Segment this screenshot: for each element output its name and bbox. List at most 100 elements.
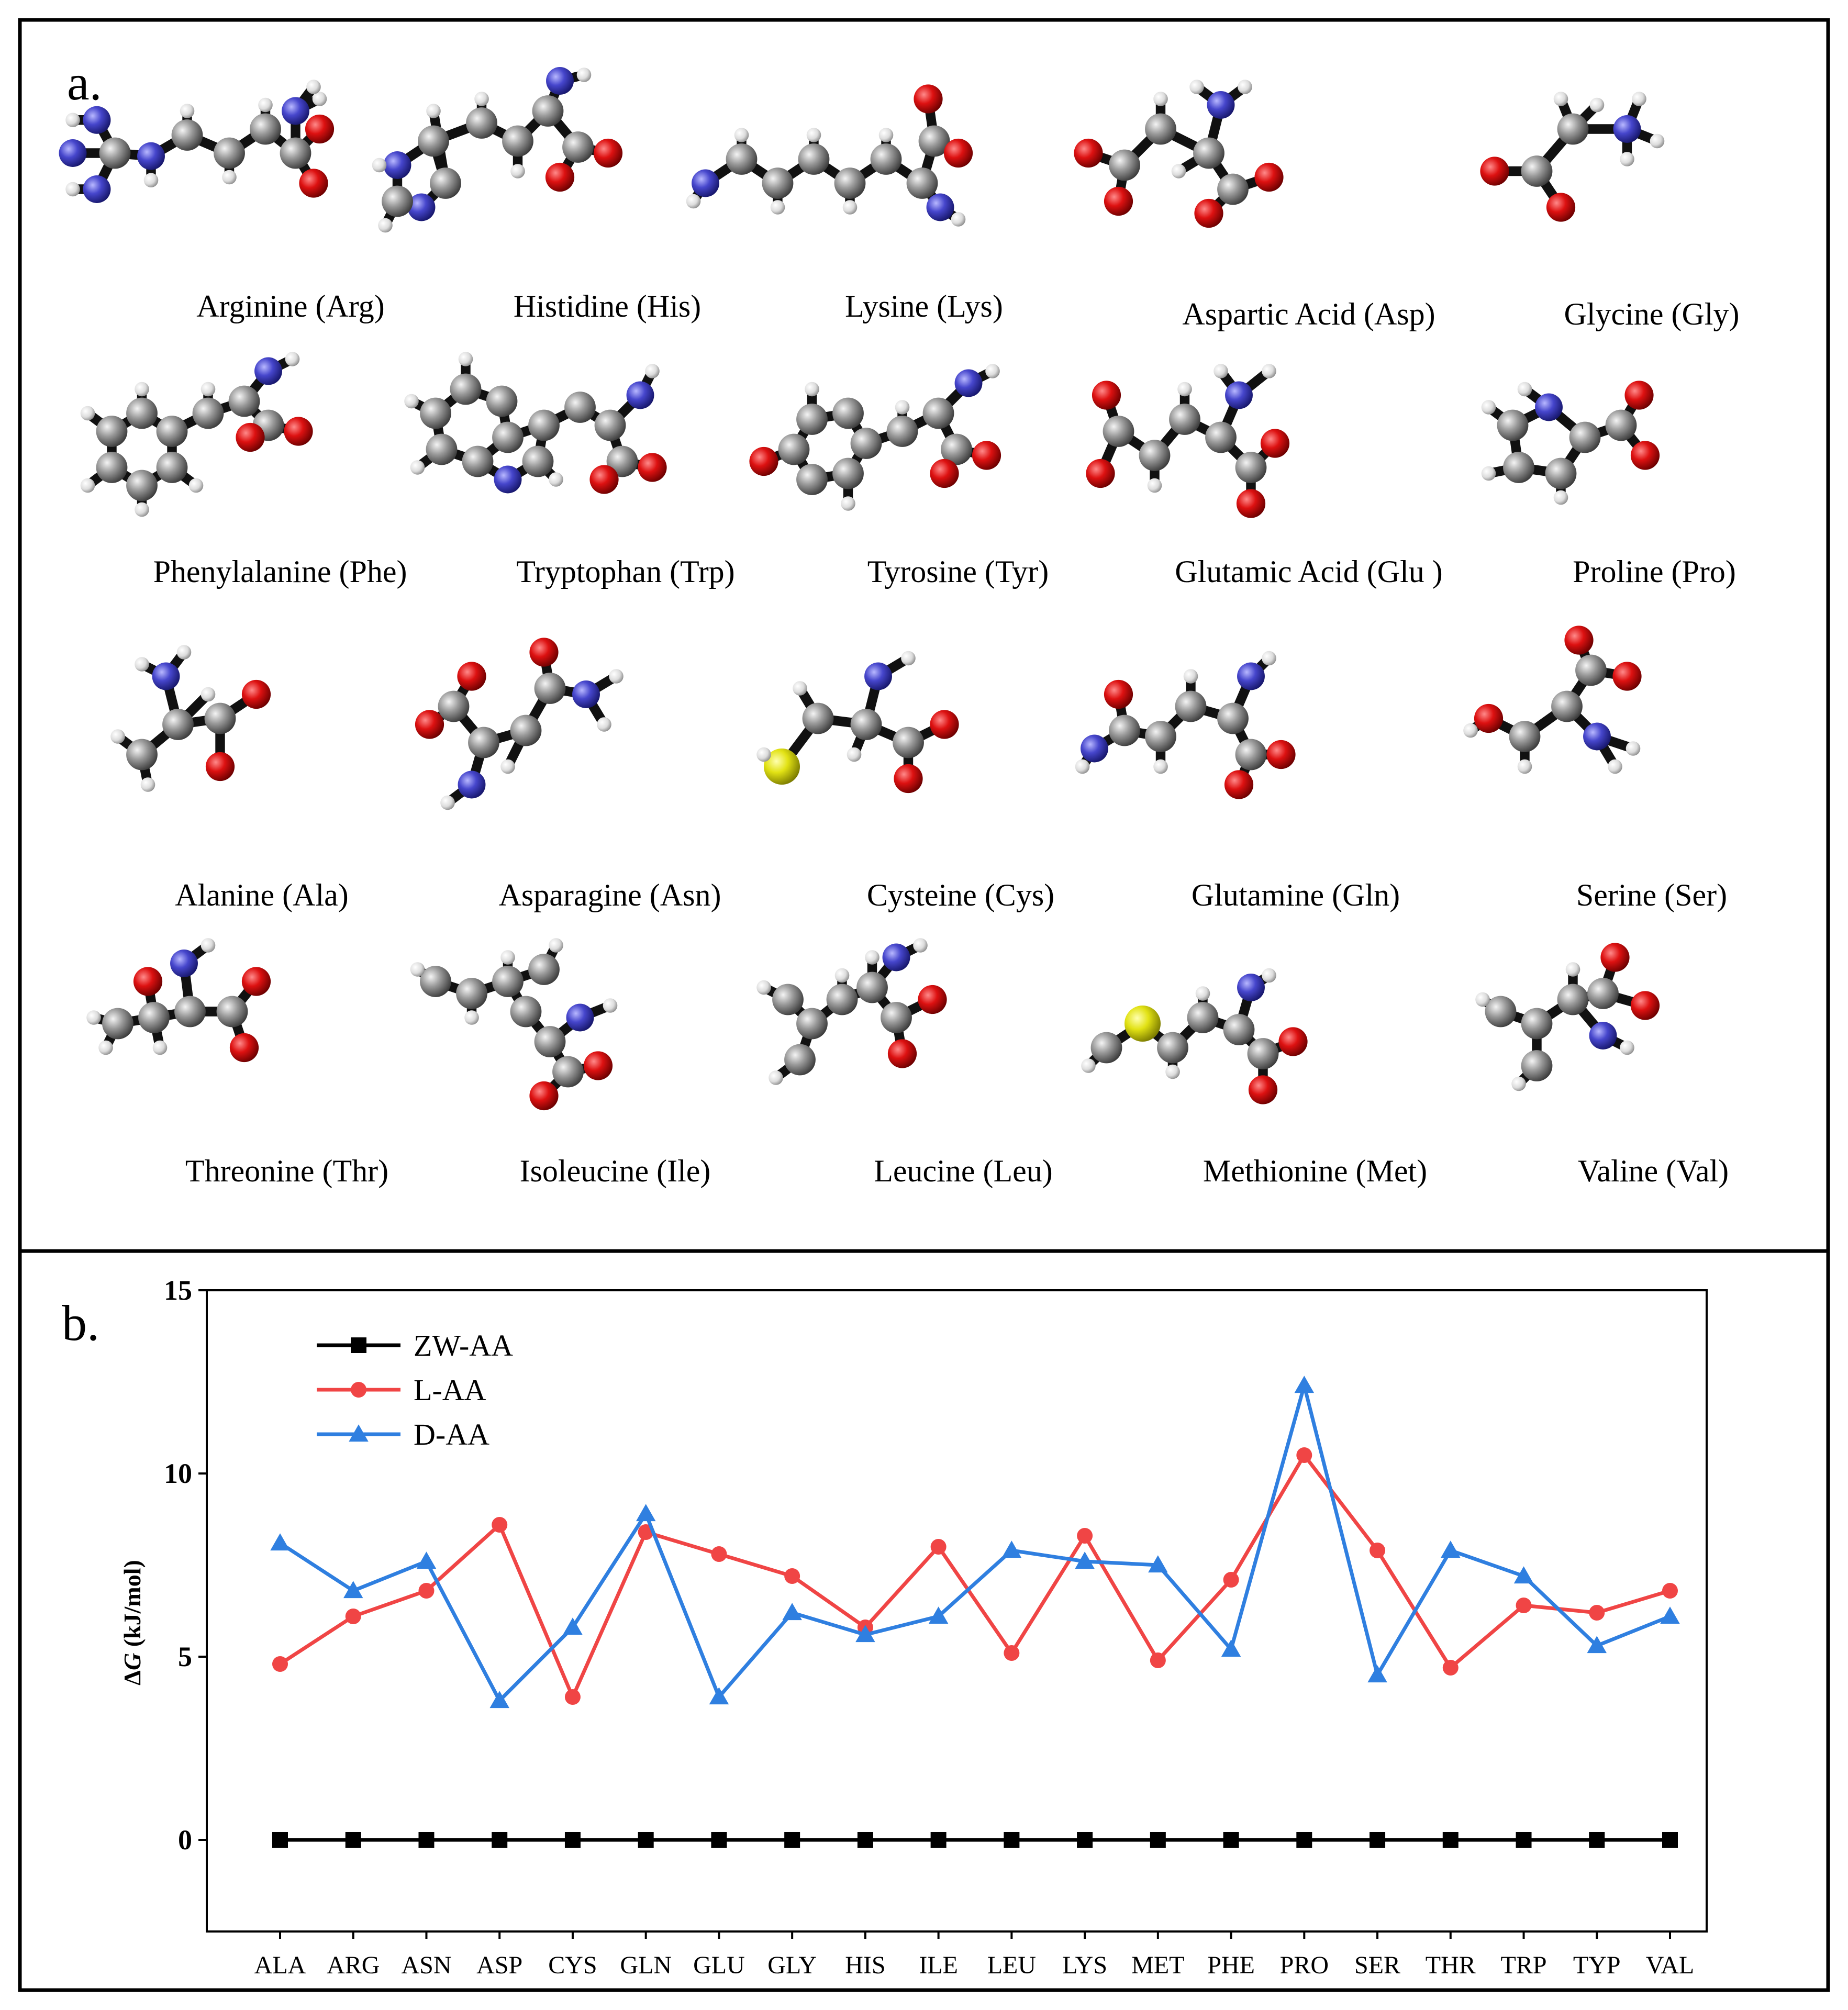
atom-C bbox=[1509, 721, 1541, 752]
atom-C bbox=[1521, 1050, 1553, 1081]
data-point bbox=[1075, 1551, 1095, 1569]
x-tick-label: GLY bbox=[767, 1951, 817, 1979]
legend-label: ZW-AA bbox=[414, 1328, 513, 1363]
atom-H bbox=[603, 998, 618, 1013]
molecule-model bbox=[59, 80, 335, 203]
molecule-label-asn: Asparagine (Asn) bbox=[499, 878, 721, 912]
atom-H bbox=[686, 194, 701, 209]
atom-H bbox=[865, 950, 880, 965]
atom-C bbox=[382, 185, 413, 217]
atom-C bbox=[192, 397, 224, 429]
data-point bbox=[1589, 1832, 1605, 1848]
atom-C bbox=[126, 470, 158, 501]
atom-C bbox=[1521, 155, 1553, 187]
data-point bbox=[351, 1382, 366, 1398]
atom-N bbox=[254, 357, 282, 385]
atom-C bbox=[534, 673, 566, 704]
atom-O bbox=[284, 417, 313, 446]
atom-C bbox=[798, 143, 830, 175]
data-point bbox=[784, 1568, 800, 1584]
x-tick-label: PHE bbox=[1207, 1951, 1255, 1979]
atom-O bbox=[457, 662, 486, 691]
atom-C bbox=[802, 702, 834, 734]
molecule-label-arg: Arginine (Arg) bbox=[196, 289, 384, 323]
atom-C bbox=[1109, 714, 1140, 746]
atom-C bbox=[204, 702, 236, 734]
molecule-grid bbox=[59, 67, 1665, 1111]
atom-N bbox=[1535, 393, 1563, 421]
atom-H bbox=[597, 717, 611, 732]
atom-H bbox=[80, 478, 95, 493]
atom-N bbox=[626, 381, 654, 409]
x-tick-label: CYS bbox=[548, 1951, 597, 1979]
molecule-model bbox=[80, 352, 313, 517]
legend: ZW-AA L-AA D-AA bbox=[317, 1328, 513, 1451]
atom-O bbox=[241, 967, 271, 996]
molecule-label-pro: Proline (Pro) bbox=[1573, 554, 1736, 589]
atom-C bbox=[772, 984, 804, 1015]
data-point bbox=[782, 1603, 802, 1621]
x-tick-label: TYP bbox=[1573, 1951, 1621, 1979]
atom-H bbox=[842, 200, 858, 215]
atom-C bbox=[893, 727, 924, 758]
atom-C bbox=[1247, 1038, 1279, 1069]
atom-H bbox=[645, 364, 660, 378]
atom-O bbox=[1612, 662, 1642, 691]
y-tick-label: 0 bbox=[178, 1824, 192, 1856]
atom-C bbox=[126, 739, 158, 770]
molecule-model bbox=[410, 938, 618, 1111]
data-point bbox=[349, 1424, 369, 1442]
atom-C bbox=[834, 168, 866, 199]
atom-C bbox=[522, 445, 554, 477]
series-line bbox=[279, 1383, 1671, 1703]
atom-H bbox=[188, 478, 204, 493]
atom-C bbox=[941, 433, 972, 465]
atom-C bbox=[492, 966, 524, 997]
data-point bbox=[1001, 1540, 1022, 1558]
molecule-model bbox=[415, 638, 624, 810]
atom-O bbox=[638, 453, 667, 482]
atom-N bbox=[170, 950, 198, 977]
atom-N bbox=[954, 369, 983, 397]
atom-H bbox=[426, 104, 441, 118]
atom-C bbox=[156, 452, 188, 483]
atom-C bbox=[1157, 1032, 1188, 1064]
atom-C bbox=[1587, 978, 1619, 1009]
atom-H bbox=[770, 200, 785, 215]
x-tick-label: TRP bbox=[1501, 1951, 1547, 1979]
atom-O bbox=[1086, 459, 1115, 488]
data-point bbox=[345, 1609, 361, 1624]
atom-H bbox=[410, 962, 425, 977]
atom-C bbox=[796, 404, 828, 435]
atom-H bbox=[258, 97, 273, 113]
atom-C bbox=[562, 131, 594, 163]
series-l-aa bbox=[272, 1447, 1678, 1705]
data-point bbox=[563, 1617, 583, 1635]
atom-H bbox=[1195, 986, 1210, 1001]
molecule-label-ser: Serine (Ser) bbox=[1576, 878, 1727, 912]
atom-H bbox=[135, 502, 149, 517]
atom-C bbox=[174, 996, 206, 1028]
atom-C bbox=[1575, 654, 1607, 686]
data-point bbox=[638, 1832, 654, 1848]
molecule-model bbox=[686, 84, 973, 227]
data-point bbox=[930, 1539, 947, 1555]
molecule-label-his: Histidine (His) bbox=[514, 289, 701, 323]
x-tick-label: ASN bbox=[401, 1951, 451, 1979]
atom-C bbox=[1557, 984, 1589, 1015]
atom-C bbox=[1503, 452, 1534, 483]
data-point bbox=[1004, 1832, 1020, 1848]
atom-C bbox=[564, 392, 596, 423]
data-point bbox=[855, 1625, 875, 1643]
data-point bbox=[711, 1546, 727, 1562]
atom-C bbox=[1545, 457, 1577, 489]
atom-H bbox=[1153, 759, 1168, 774]
atom-H bbox=[143, 173, 159, 188]
atom-C bbox=[922, 397, 954, 429]
series-line bbox=[279, 1453, 1671, 1699]
atom-C bbox=[594, 409, 626, 441]
atom-H bbox=[510, 164, 525, 178]
atom-H bbox=[98, 1040, 113, 1055]
molecule-model bbox=[1075, 651, 1296, 799]
data-point bbox=[1150, 1652, 1166, 1668]
